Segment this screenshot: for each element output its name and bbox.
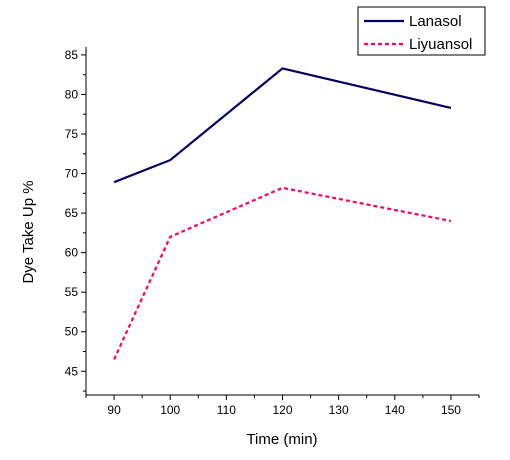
x-tick-label: 140 [385,403,405,417]
x-tick-label: 120 [272,403,292,417]
x-axis-label: Time (min) [246,431,317,448]
y-tick-label: 75 [65,127,79,141]
axes: 45 50 55 60 65 70 75 80 85 90 100 110 120 130 140 150 [65,47,480,417]
y-tick-label: 65 [65,206,79,220]
legend-box [357,6,486,56]
y-tick-label: 70 [65,167,79,181]
legend: Lanasol Liyuansol [357,6,486,56]
y-tick-label: 50 [65,325,79,339]
x-tick-label: 90 [107,403,121,417]
x-tick-label: 100 [160,403,180,417]
series-lines [113,67,452,360]
y-tick-label: 60 [65,246,79,260]
y-tick-label: 80 [65,87,79,101]
y-tick-label: 55 [65,285,79,299]
x-tick-label: 130 [329,403,349,417]
y-axis-label: Dye Take Up % [20,180,37,283]
legend-label-lanasol: Lanasol [409,13,462,30]
y-tick-label: 45 [65,364,79,378]
x-tick-label: 110 [217,403,236,417]
y-tick-label: 85 [65,48,79,62]
legend-label-liyuansol: Liyuansol [409,36,472,53]
series-line-liyuansol [113,186,452,360]
series-line-lanasol [113,67,452,184]
x-tick-label: 150 [441,403,461,417]
